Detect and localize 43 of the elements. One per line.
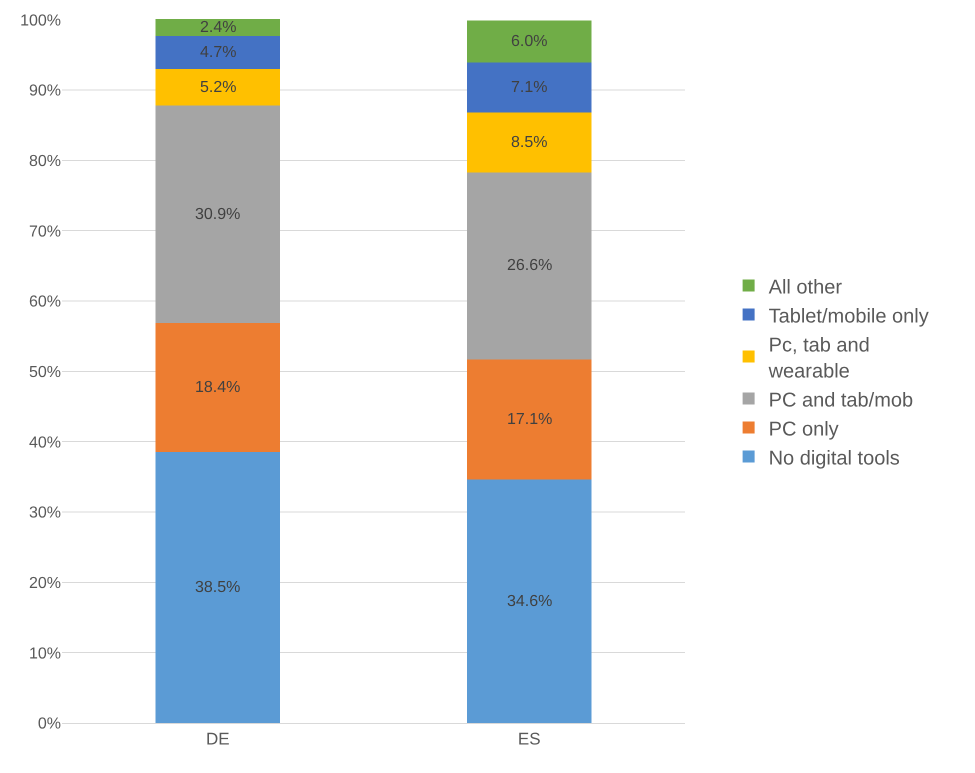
x-tick-label: ES [518,729,541,748]
bar [155,106,280,323]
bar [466,20,592,63]
bar [155,68,280,106]
y-tick-label: 0% [38,716,61,733]
legend-label: PC only [768,418,839,440]
x-tick-label: DE [206,729,230,748]
y-tick-label: 10% [28,645,61,662]
data-label: 2.4% [200,19,236,36]
y-tick-label: 90% [28,82,61,100]
legend-label: All other [768,276,842,298]
bar [155,452,280,723]
data-label: 38.5% [195,579,240,596]
bar [466,172,592,360]
y-tick-label: 20% [28,574,61,592]
bar [466,480,592,723]
legend-label: No digital tools [768,447,900,470]
y-tick-label: 30% [28,504,61,522]
data-label: 30.9% [195,206,240,223]
y-tick-label: 80% [28,152,61,170]
data-label: 7.1% [511,79,548,96]
data-label: 6.0% [511,33,548,50]
bar [155,19,280,36]
bar [155,322,280,452]
bar [155,36,280,69]
y-tick-label: 40% [28,434,61,452]
y-tick-label: 50% [28,364,61,381]
data-label: 8.5% [511,134,548,151]
data-label: 17.1% [507,411,552,428]
data-label: 4.7% [200,44,236,61]
data-label: 34.6% [507,593,552,610]
bar [466,62,592,113]
y-tick-label: 70% [28,223,61,240]
data-label: 5.2% [200,79,236,96]
legend-label: Tablet/mobile only [768,305,929,328]
y-tick-label: 100% [20,12,61,30]
bar [466,359,592,480]
legend-label: PC and tab/mob [768,389,914,412]
legend-label: Pc, tab and wearable [768,334,870,382]
bar [466,112,592,172]
y-tick-label: 60% [28,294,61,311]
data-label: 18.4% [195,379,240,396]
data-label: 26.6% [507,257,552,274]
